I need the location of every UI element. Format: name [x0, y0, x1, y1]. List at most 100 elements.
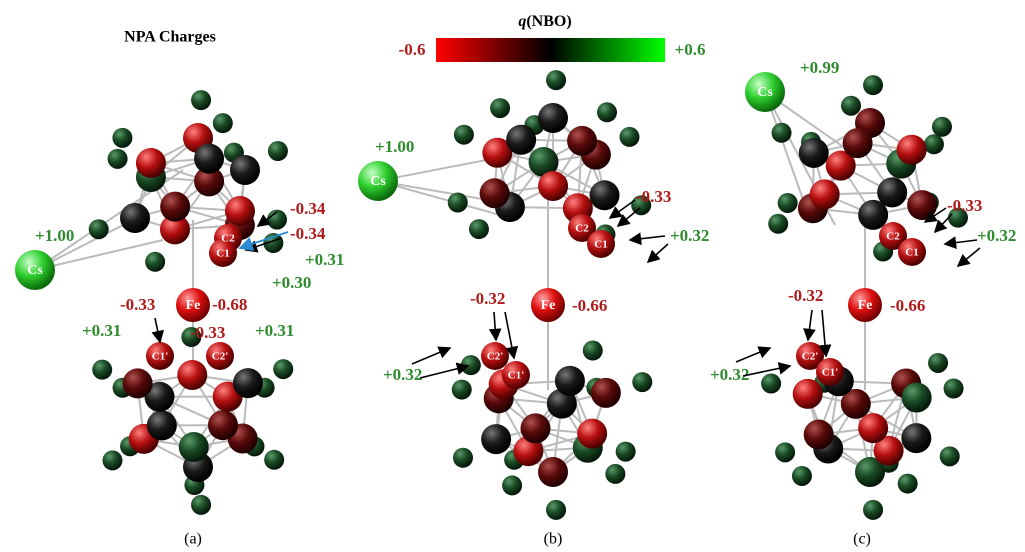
charge-label: +0.32 [670, 226, 709, 245]
arrow [743, 366, 790, 376]
atom-label: C1' [508, 370, 525, 382]
hydrogen [112, 128, 132, 148]
hydrogen [453, 448, 473, 468]
boron [877, 177, 907, 207]
title: NPA Charges [124, 29, 216, 46]
arrow [648, 244, 668, 262]
hydrogen [932, 117, 952, 137]
panel-label: (a) [184, 531, 202, 548]
charge-label: -0.66 [572, 296, 607, 315]
atom-label: C2 [221, 233, 235, 245]
hydrogen [928, 353, 948, 373]
boron [591, 378, 621, 408]
atom-label: C1 [905, 247, 918, 259]
hydrogen [583, 341, 603, 361]
panel-label: (b) [544, 531, 563, 548]
charge-label: -0.66 [890, 296, 925, 315]
hydrogen [761, 374, 781, 394]
atom-label: Fe [858, 298, 873, 313]
boron [225, 196, 255, 226]
arrow [958, 248, 980, 266]
atom-label: Fe [541, 298, 556, 313]
boron [233, 368, 263, 398]
charge-label: +0.30 [272, 273, 311, 292]
arrow [736, 348, 770, 362]
boron [538, 103, 568, 133]
hydrogen [768, 214, 788, 234]
arrow [412, 348, 450, 364]
arrow [945, 240, 977, 244]
hydrogen [461, 355, 481, 375]
colorbar [436, 38, 665, 62]
hydrogen [469, 219, 489, 239]
arrow [155, 318, 160, 342]
charge-label: +0.32 [977, 226, 1016, 245]
hydrogen [605, 464, 625, 484]
hydrogen [145, 252, 165, 272]
charge-label: +0.32 [383, 365, 422, 384]
colorbar-symbol: q [518, 13, 526, 30]
atom-label: Cs [27, 263, 43, 278]
boron [123, 368, 153, 398]
atom-label: C1 [216, 248, 229, 260]
boron [120, 203, 150, 233]
hydrogen [841, 96, 861, 116]
atom-label: C2 [575, 223, 589, 235]
hydrogen [191, 90, 211, 110]
charge-label: +0.99 [800, 58, 839, 77]
hydrogen [772, 123, 792, 143]
charge-label: +0.32 [710, 365, 749, 384]
boron [160, 192, 190, 222]
boron [902, 382, 932, 412]
arrow [630, 236, 665, 240]
charge-label: +0.31 [82, 321, 121, 340]
atom-label: C1' [152, 351, 169, 363]
boron [179, 432, 209, 462]
figure: NPA Charges q(NBO) -0.6 +0.6 Cs Fe C2 C1 C1'… [0, 0, 1025, 552]
atom-label: C1 [594, 239, 607, 251]
hydrogen [273, 359, 293, 379]
hydrogen [546, 500, 566, 520]
hydrogen [454, 125, 474, 145]
hydrogen [616, 442, 636, 462]
boron [194, 144, 224, 174]
hydrogen [268, 141, 288, 161]
arrow [935, 214, 952, 232]
atom-label: C2' [487, 351, 504, 363]
panel-label: (c) [853, 531, 871, 548]
charge-label: -0.34 [290, 224, 326, 243]
arrow [808, 310, 812, 340]
atom-label: C2' [802, 351, 819, 363]
boron [208, 410, 238, 440]
colorbar-title: q(NBO) [518, 13, 571, 30]
boron [538, 171, 568, 201]
boron [897, 135, 927, 165]
boron [555, 366, 585, 396]
arrow [822, 310, 826, 356]
atom-label: C2' [212, 351, 229, 363]
boron [136, 148, 166, 178]
hydrogen [490, 98, 510, 118]
atom-label: Fe [186, 298, 201, 313]
hydrogen [546, 70, 566, 90]
boron [147, 410, 177, 440]
boron [577, 419, 607, 449]
boron [506, 125, 536, 155]
atom-label: Cs [370, 174, 386, 189]
arrow [420, 366, 468, 378]
atom-label: C2 [886, 231, 900, 243]
charge-label: +1.00 [35, 226, 74, 245]
charge-label: -0.33 [120, 295, 155, 314]
hydrogen [448, 193, 468, 213]
hydrogen [452, 380, 472, 400]
hydrogen [775, 442, 795, 462]
hydrogen [108, 149, 128, 169]
colorbar-min: -0.6 [399, 40, 426, 59]
charge-label: +0.31 [305, 250, 344, 269]
charge-label: -0.33 [636, 187, 671, 206]
boron [843, 128, 873, 158]
charge-label: +0.31 [255, 321, 294, 340]
colorbar-max: +0.6 [675, 40, 706, 59]
hydrogen [619, 127, 639, 147]
hydrogen [502, 475, 522, 495]
